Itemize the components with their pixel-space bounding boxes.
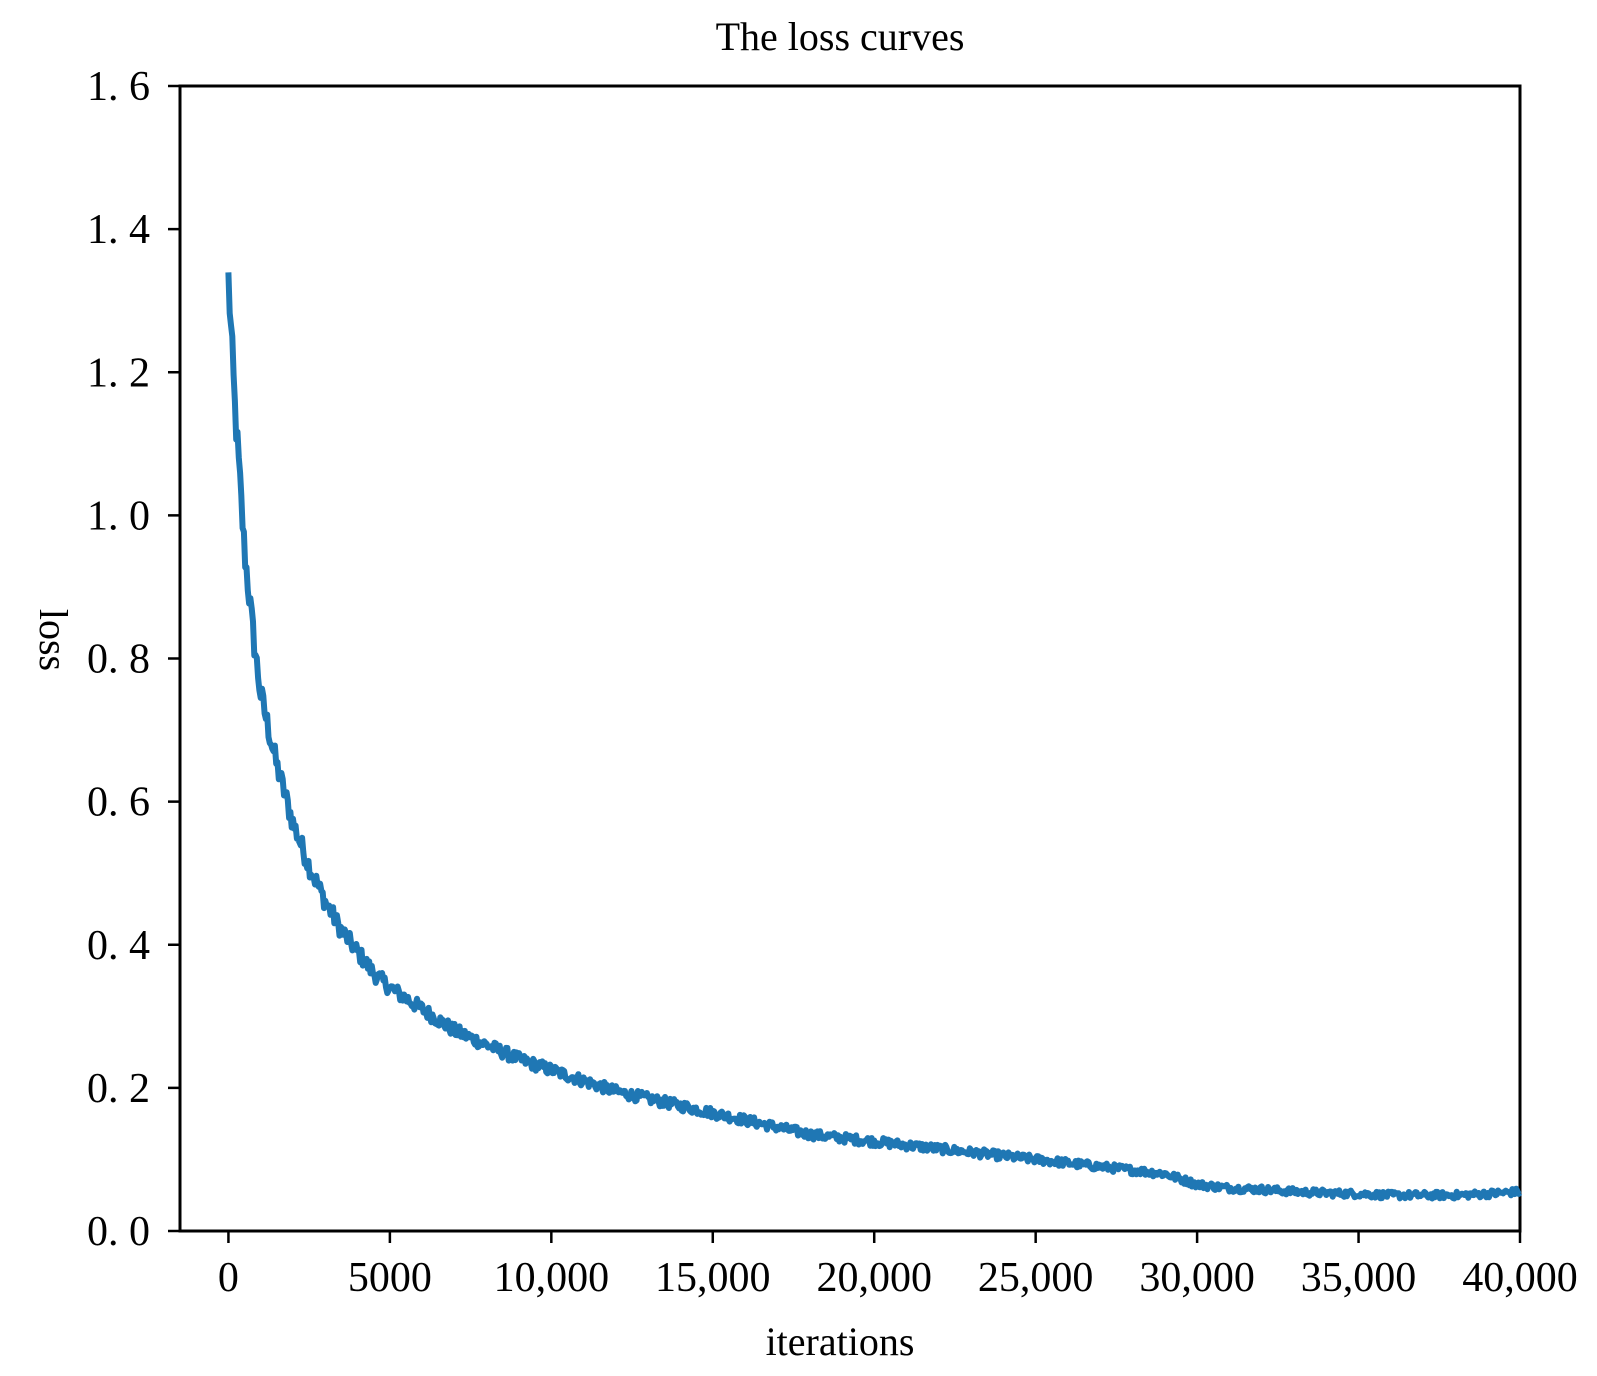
x-tick-label: 5000 <box>348 1255 432 1301</box>
x-axis: 0 5000 10,000 15,000 20,000 25,000 30,000 35,00… <box>218 1231 1578 1301</box>
y-tick-label: 1. 2 <box>87 350 150 396</box>
x-axis-label: iterations <box>766 1319 915 1364</box>
x-tick-label: 25,000 <box>978 1255 1094 1301</box>
y-tick-label: 1. 0 <box>87 493 150 539</box>
y-tick-label: 0. 8 <box>87 637 150 683</box>
x-tick-label: 20,000 <box>816 1255 932 1301</box>
y-tick-label: 1. 6 <box>87 64 150 110</box>
chart-title: The loss curves <box>716 14 965 59</box>
y-tick-label: 0. 4 <box>87 923 150 969</box>
plot-frame <box>178 84 1522 1233</box>
y-tick-label: 0. 0 <box>87 1209 150 1255</box>
x-tick-label: 35,000 <box>1301 1255 1417 1301</box>
series-layer <box>225 272 1523 1202</box>
y-axis-label: loss <box>31 609 76 671</box>
y-tick-label: 1. 4 <box>87 207 150 253</box>
x-tick-label: 40,000 <box>1462 1255 1578 1301</box>
y-tick-label: 0. 6 <box>87 780 150 826</box>
y-tick-label: 0. 2 <box>87 1066 150 1112</box>
x-tick-label: 0 <box>218 1255 239 1301</box>
x-tick-label: 30,000 <box>1139 1255 1255 1301</box>
x-tick-label: 15,000 <box>655 1255 771 1301</box>
x-tick-label: 10,000 <box>494 1255 610 1301</box>
y-axis: 0. 0 0. 2 0. 4 0. 6 0. 8 1. 0 1. 2 1. 4 1. 6 <box>87 64 180 1255</box>
loss-series-line <box>225 272 1523 1202</box>
